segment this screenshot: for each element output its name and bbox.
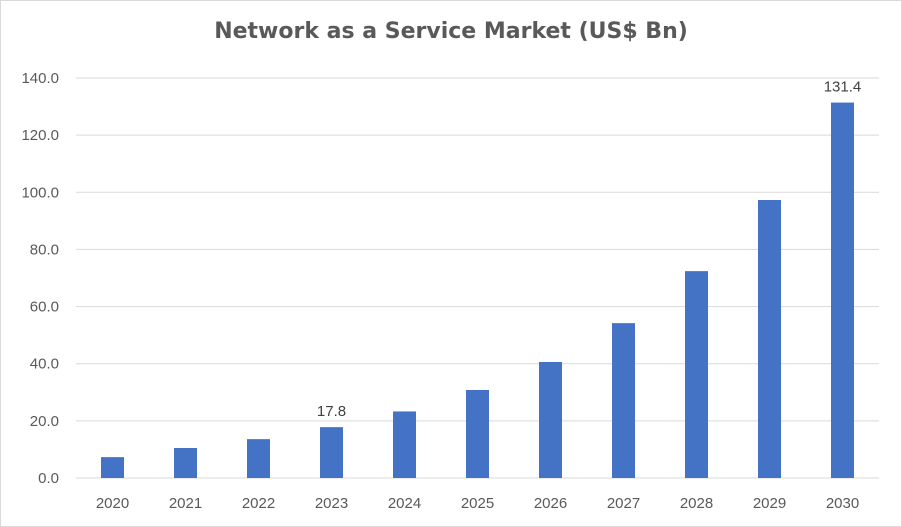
data-label: 17.8 [317, 403, 346, 420]
x-tick-label: 2024 [388, 495, 421, 512]
y-tick-label: 40.0 [30, 356, 59, 373]
x-tick-label: 2023 [315, 495, 348, 512]
bar-2029 [758, 200, 781, 478]
x-tick-label: 2025 [461, 495, 494, 512]
bar-2030 [831, 102, 854, 479]
x-tick-label: 2021 [169, 495, 202, 512]
y-tick-label: 120.0 [21, 127, 59, 144]
bar-2025 [466, 390, 489, 478]
x-tick-label: 2030 [826, 495, 859, 512]
y-tick-label: 0.0 [38, 470, 59, 487]
y-tick-label: 100.0 [21, 184, 59, 201]
bars [101, 102, 854, 479]
bar-2022 [247, 439, 270, 478]
y-tick-label: 140.0 [21, 70, 59, 87]
bar-2028 [685, 271, 708, 478]
y-tick-label: 80.0 [30, 241, 59, 258]
y-tick-label: 60.0 [30, 299, 59, 316]
x-tick-label: 2029 [753, 495, 786, 512]
bar-2027 [612, 323, 635, 478]
bar-2020 [101, 457, 124, 478]
y-tick-label: 20.0 [30, 413, 59, 430]
bar-2026 [539, 362, 562, 478]
x-tick-label: 2028 [680, 495, 713, 512]
data-label: 131.4 [824, 79, 862, 96]
chart-title: Network as a Service Market (US$ Bn) [214, 19, 688, 44]
bar-2021 [174, 448, 197, 478]
bar-2023 [320, 427, 343, 478]
x-tick-label: 2020 [96, 495, 129, 512]
x-tick-label: 2022 [242, 495, 275, 512]
bar-2024 [393, 411, 416, 478]
x-tick-label: 2026 [534, 495, 567, 512]
x-tick-label: 2027 [607, 495, 640, 512]
labels: 0.0 20.0 40.0 60.0 80.0 100.0 120.0 140.0 2020 20… [21, 70, 861, 512]
